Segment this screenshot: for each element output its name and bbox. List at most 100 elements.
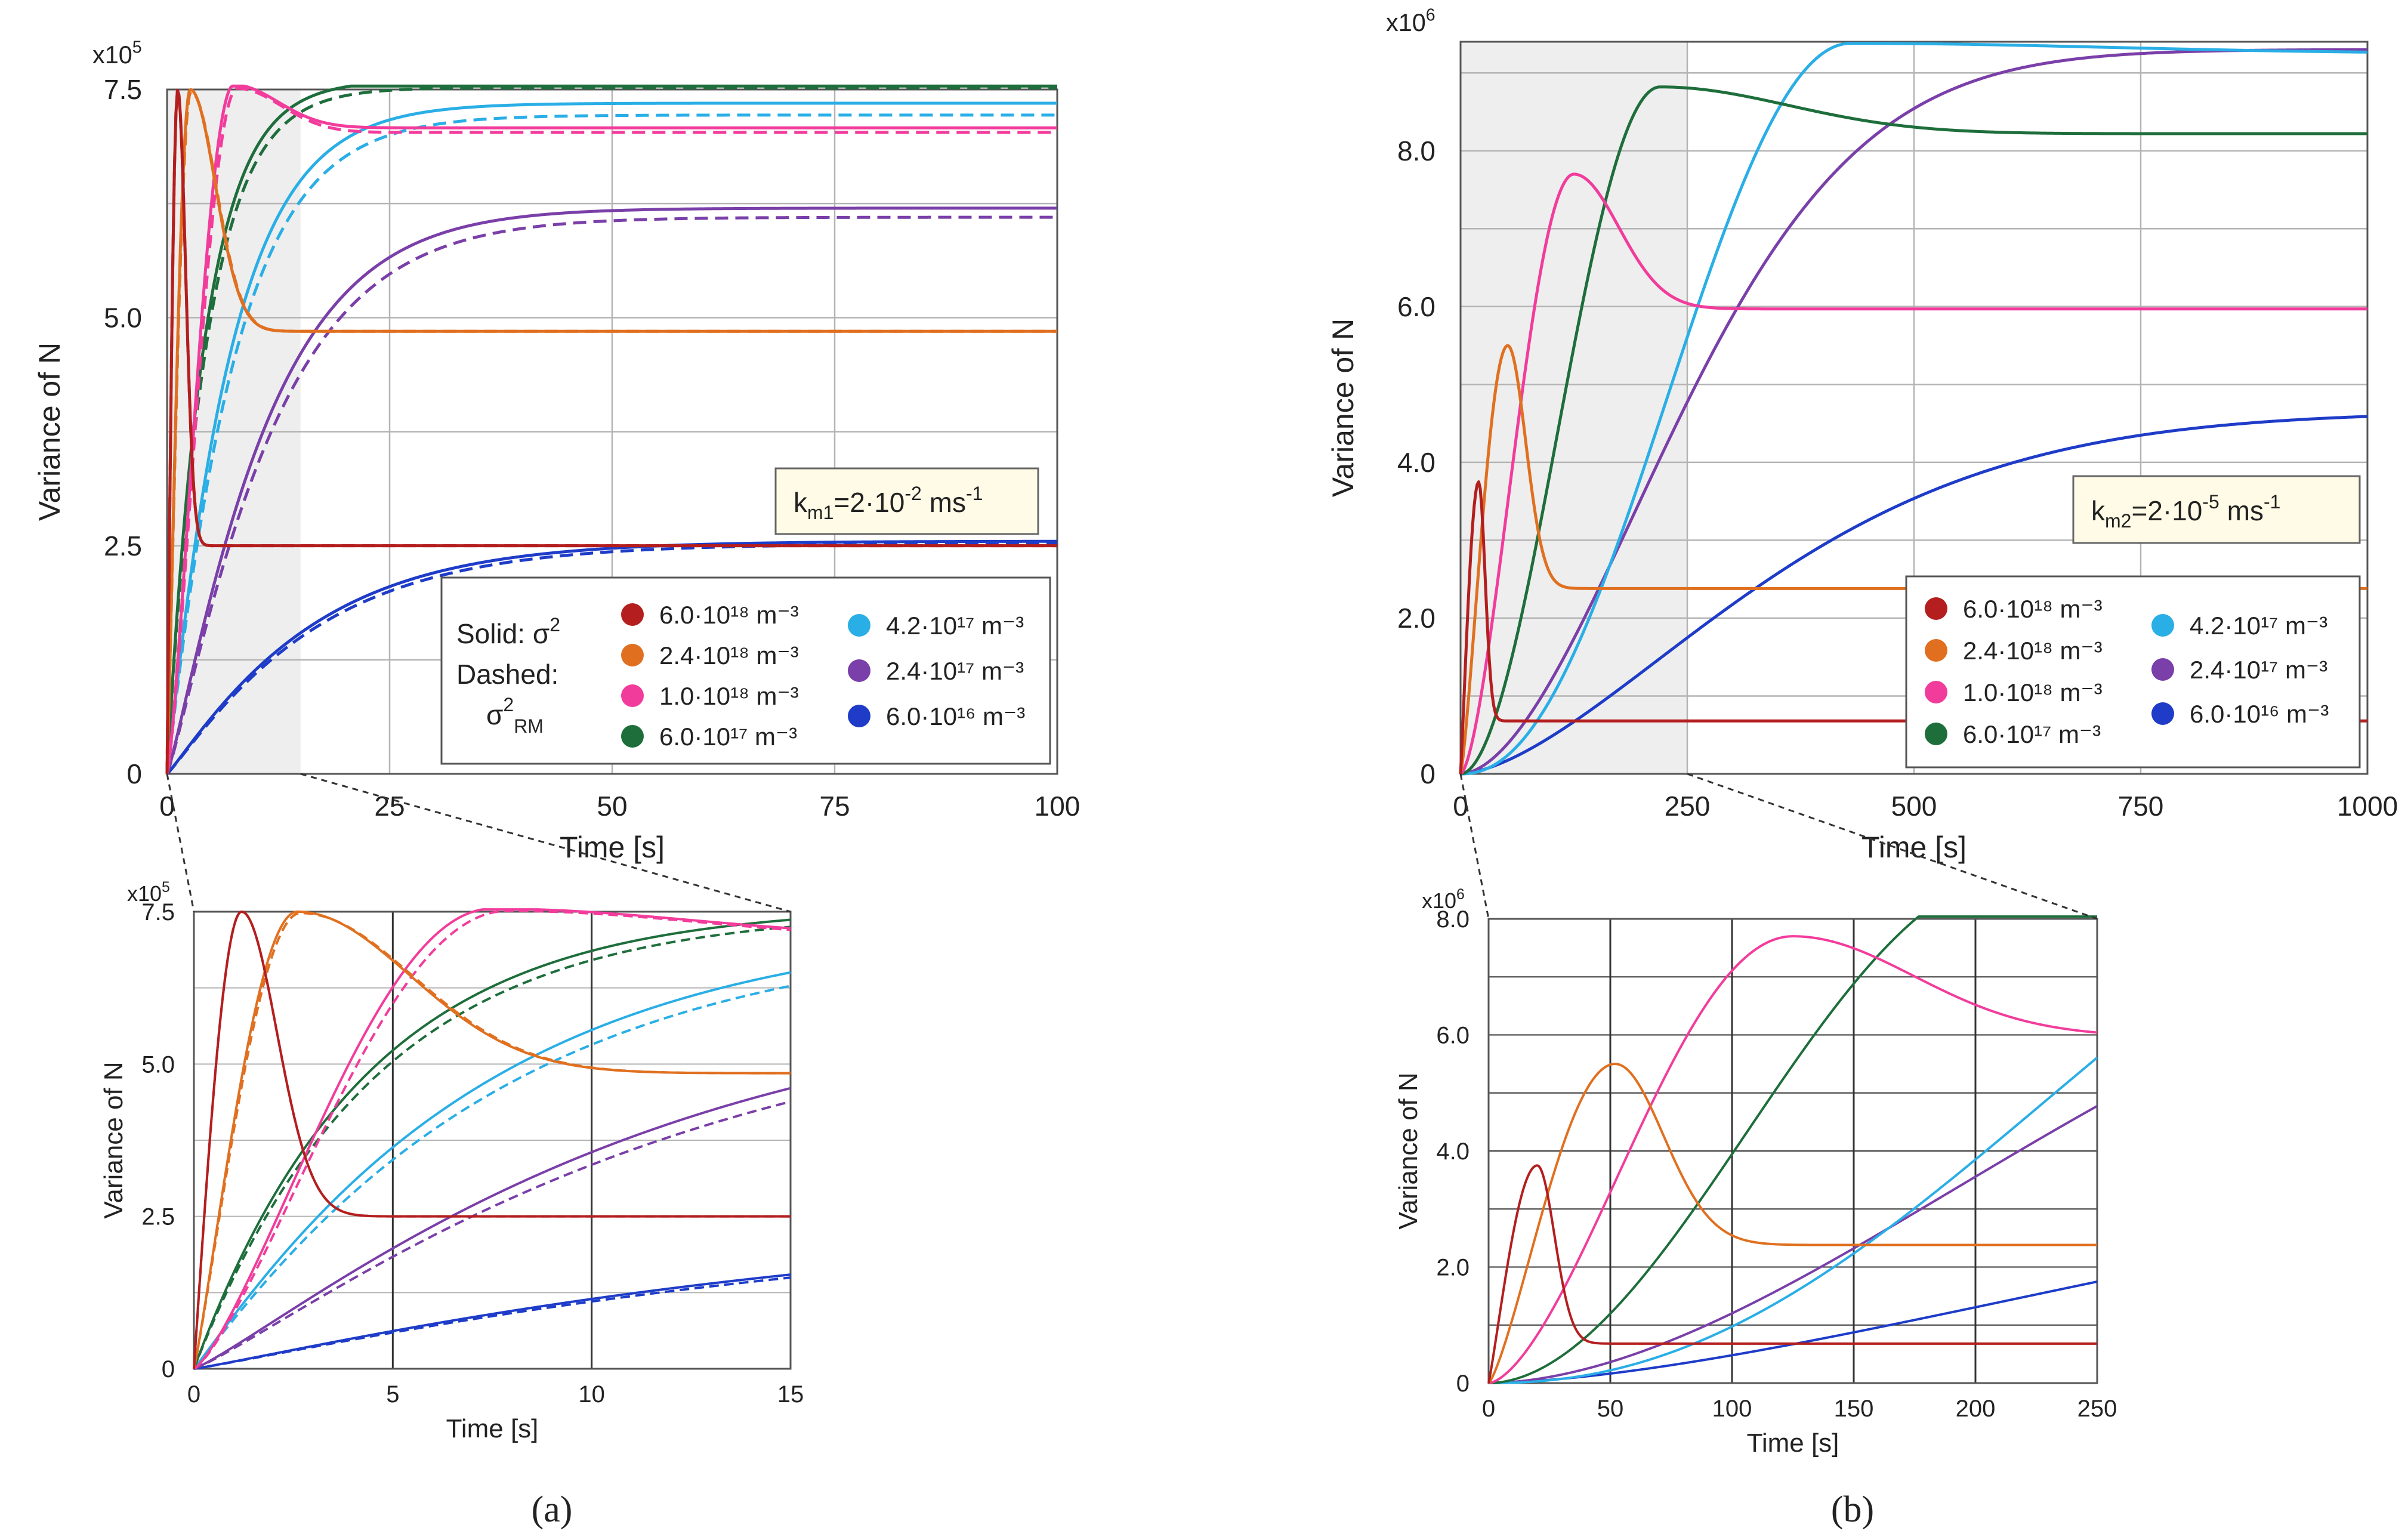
x-tick-label: 0 xyxy=(187,1381,200,1408)
legend-marker-purple xyxy=(848,659,870,682)
legend-entry: 6.0·10¹⁶ m⁻³ xyxy=(886,702,1025,730)
series-pink-solid xyxy=(193,908,791,1370)
x-tick-label: 15 xyxy=(777,1381,804,1408)
y-tick-label: 6.0 xyxy=(1397,291,1435,322)
legend-entry: 1.0·10¹⁸ m⁻³ xyxy=(659,682,799,710)
x-axis-label: Time [s] xyxy=(560,831,665,864)
y-axis-label: Variance of N xyxy=(1326,319,1360,497)
legend-marker-orange xyxy=(1925,639,1947,662)
axis-multiplier: x105 xyxy=(92,38,142,69)
legend-entry: 6.0·10¹⁸ m⁻³ xyxy=(1963,595,2103,623)
y-tick-label: 2.5 xyxy=(104,530,142,561)
x-tick-label: 750 xyxy=(2118,791,2164,822)
legend-marker-cyan xyxy=(848,614,870,637)
y-tick-label: 7.5 xyxy=(104,74,142,105)
legend-marker-orange xyxy=(621,644,644,666)
series-cyan-dashed xyxy=(165,113,1058,774)
x-tick-label: 50 xyxy=(1597,1396,1624,1422)
legend-entry: 1.0·10¹⁸ m⁻³ xyxy=(1963,678,2103,706)
series-cyan-dashed xyxy=(193,985,791,1370)
y-tick-label: 2.0 xyxy=(1436,1255,1470,1281)
x-tick-label: 25 xyxy=(374,791,405,822)
series-purple-dashed xyxy=(165,215,1058,774)
series-red xyxy=(1487,1164,2098,1384)
x-tick-label: 75 xyxy=(819,791,850,822)
legend-entry: 2.4·10¹⁸ m⁻³ xyxy=(659,641,799,669)
legend-box xyxy=(440,576,1051,765)
y-tick-label: 7.5 xyxy=(141,899,175,925)
series-red-solid xyxy=(165,88,1058,774)
annotation-text: km2=2·10-5 ms-1 xyxy=(2091,491,2280,532)
series-blue-dashed xyxy=(193,1276,791,1370)
zoom-connector-right xyxy=(1687,773,2098,920)
legend-marker-purple xyxy=(2151,658,2174,681)
y-axis-label: Variance of N xyxy=(99,1061,128,1218)
series-purple xyxy=(1488,1104,2098,1384)
legend-entry: 2.4·10¹⁷ m⁻³ xyxy=(2190,656,2327,684)
legend-marker-green xyxy=(1925,723,1947,745)
plot-frame xyxy=(166,88,1058,775)
x-tick-label: 250 xyxy=(1665,791,1711,822)
y-tick-label: 0 xyxy=(1456,1371,1470,1397)
x-axis-label: Time [s] xyxy=(1747,1428,1839,1458)
legend-box xyxy=(1905,575,2361,769)
legend-entry: 6.0·10¹⁷ m⁻³ xyxy=(659,723,797,751)
series-pink-dashed xyxy=(165,87,1058,774)
axis-multiplier: x105 xyxy=(127,879,170,906)
x-tick-label: 0 xyxy=(159,791,175,822)
series-orange-solid xyxy=(193,911,791,1369)
x-tick-label: 50 xyxy=(597,791,627,822)
annotation-text: km1=2·10-2 ms-1 xyxy=(794,483,983,523)
x-tick-label: 100 xyxy=(1712,1396,1752,1422)
legend-entry: 2.4·10¹⁸ m⁻³ xyxy=(1963,637,2103,665)
legend-marker-blue xyxy=(2151,702,2174,725)
legend-marker-red xyxy=(1925,597,1947,620)
series-cyan-solid xyxy=(193,971,791,1370)
x-axis-label: Time [s] xyxy=(1861,831,1966,864)
x-tick-label: 100 xyxy=(1035,791,1080,822)
y-tick-label: 5.0 xyxy=(141,1051,175,1078)
legend-dashed-label: Dashed: xyxy=(456,659,558,690)
x-tick-label: 500 xyxy=(1891,791,1937,822)
series-orange-solid xyxy=(165,88,1058,774)
x-tick-label: 1000 xyxy=(2337,791,2398,822)
zoom-connector-left xyxy=(1459,773,1490,919)
legend-entry: 6.0·10¹⁷ m⁻³ xyxy=(1963,720,2101,748)
series-orange-dashed xyxy=(193,912,791,1369)
axis-multiplier: x106 xyxy=(1422,887,1465,913)
x-tick-label: 5 xyxy=(386,1381,399,1408)
zoom-connector-right xyxy=(300,773,791,913)
series-blue xyxy=(1488,1280,2098,1384)
y-tick-label: 5.0 xyxy=(104,302,142,333)
y-tick-label: 8.0 xyxy=(1436,906,1470,933)
series-green xyxy=(1460,85,2367,776)
series-blue-solid xyxy=(193,1273,791,1370)
series-green-solid xyxy=(165,84,1058,774)
x-tick-label: 10 xyxy=(578,1381,605,1408)
legend-marker-red xyxy=(621,603,644,626)
legend-marker-cyan xyxy=(2151,614,2174,637)
legend-entry: 6.0·10¹⁶ m⁻³ xyxy=(2190,700,2329,728)
y-tick-label: 4.0 xyxy=(1436,1138,1470,1165)
series-cyan xyxy=(1460,42,2368,776)
y-tick-label: 0 xyxy=(162,1356,175,1382)
legend-entry: 4.2·10¹⁷ m⁻³ xyxy=(2190,612,2327,640)
zoom-connector-left xyxy=(166,773,195,912)
y-axis-label: Variance of N xyxy=(33,342,66,521)
x-tick-label: 0 xyxy=(1482,1396,1495,1422)
y-tick-label: 2.5 xyxy=(141,1204,175,1230)
series-purple-dashed xyxy=(193,1100,791,1370)
legend-entry: 2.4·10¹⁷ m⁻³ xyxy=(886,657,1024,685)
legend-marker-green xyxy=(621,725,644,748)
x-axis-label: Time [s] xyxy=(446,1414,539,1443)
legend-entry: 4.2·10¹⁷ m⁻³ xyxy=(886,612,1024,640)
y-tick-label: 2.0 xyxy=(1397,603,1435,634)
series-purple-solid xyxy=(193,1087,791,1370)
series-cyan-solid xyxy=(165,101,1058,774)
series-pink-dashed xyxy=(193,909,791,1370)
series-orange xyxy=(1487,1063,2098,1384)
plot-frame xyxy=(1487,918,2098,1384)
